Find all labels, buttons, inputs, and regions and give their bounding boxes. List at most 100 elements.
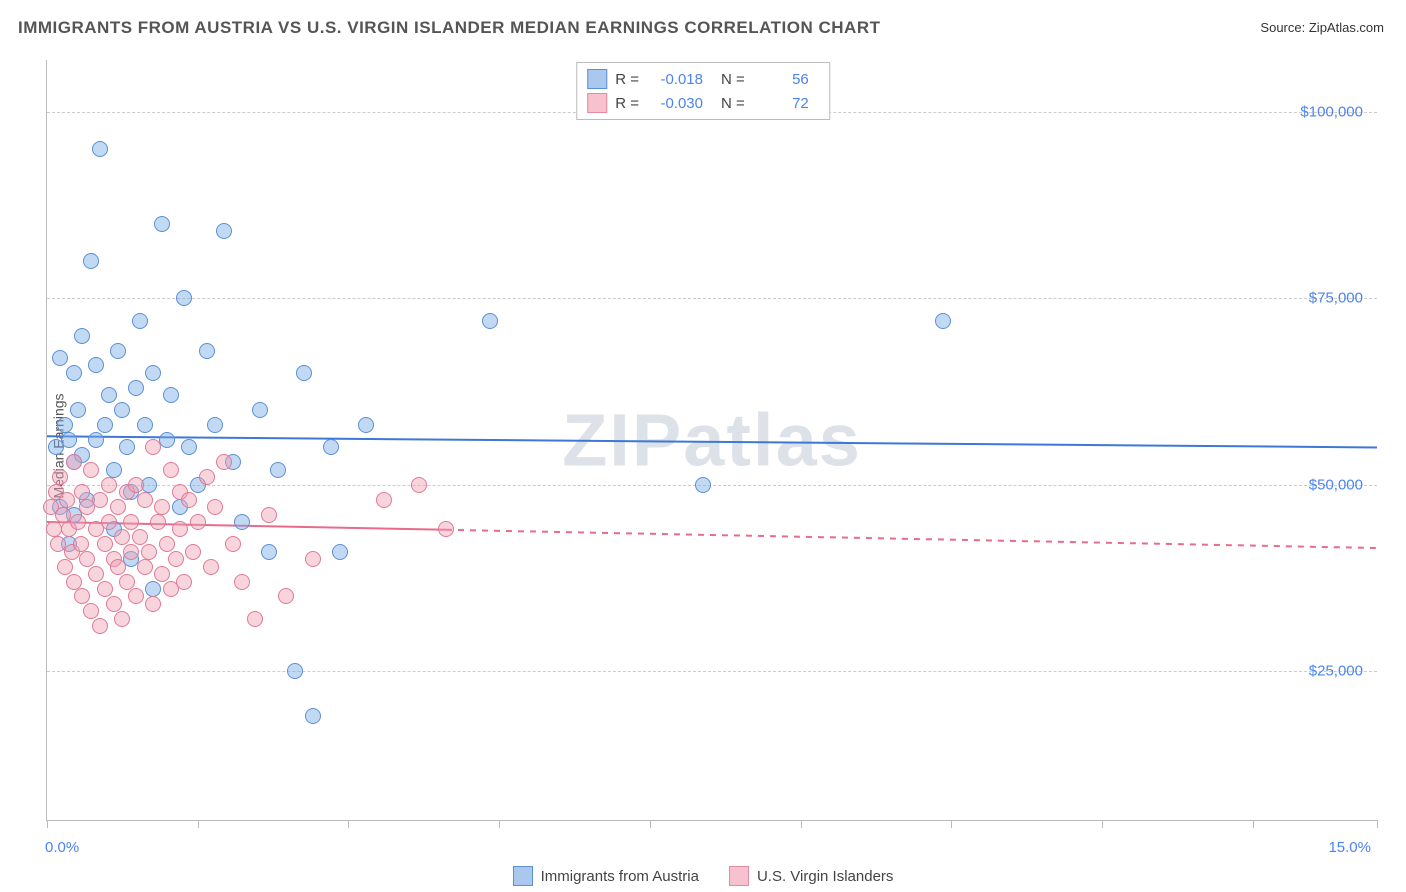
- scatter-point: [132, 313, 148, 329]
- scatter-point: [199, 343, 215, 359]
- legend-item-series-b: U.S. Virgin Islanders: [729, 866, 893, 886]
- scatter-point: [145, 365, 161, 381]
- scatter-point: [88, 357, 104, 373]
- scatter-point: [114, 611, 130, 627]
- scatter-point: [438, 521, 454, 537]
- scatter-point: [376, 492, 392, 508]
- scatter-point: [207, 417, 223, 433]
- scatter-point: [185, 544, 201, 560]
- scatter-point: [123, 514, 139, 530]
- scatter-point: [261, 507, 277, 523]
- plot-area: ZIPatlas $25,000$50,000$75,000$100,0000.…: [46, 60, 1377, 821]
- x-tick: [198, 820, 199, 828]
- scatter-point: [225, 536, 241, 552]
- scatter-point: [114, 402, 130, 418]
- scatter-point: [141, 544, 157, 560]
- scatter-point: [97, 581, 113, 597]
- scatter-point: [97, 536, 113, 552]
- swatch-pink-icon: [587, 93, 607, 113]
- scatter-point: [305, 708, 321, 724]
- x-tick: [951, 820, 952, 828]
- scatter-point: [296, 365, 312, 381]
- y-tick-label: $100,000: [1300, 104, 1363, 121]
- scatter-point: [234, 574, 250, 590]
- scatter-point: [88, 432, 104, 448]
- scatter-point: [73, 536, 89, 552]
- scatter-point: [57, 559, 73, 575]
- scatter-point: [97, 417, 113, 433]
- scatter-point: [287, 663, 303, 679]
- scatter-point: [119, 574, 135, 590]
- scatter-point: [323, 439, 339, 455]
- legend-row-series-a: R = -0.018 N = 56: [587, 67, 819, 91]
- scatter-point: [252, 402, 268, 418]
- scatter-point: [176, 574, 192, 590]
- scatter-point: [83, 253, 99, 269]
- swatch-pink-icon: [729, 866, 749, 886]
- x-tick: [1253, 820, 1254, 828]
- scatter-point: [46, 521, 62, 537]
- scatter-point: [137, 417, 153, 433]
- source-attribution: Source: ZipAtlas.com: [1260, 20, 1384, 35]
- scatter-point: [92, 618, 108, 634]
- correlation-legend: R = -0.018 N = 56 R = -0.030 N = 72: [576, 62, 830, 120]
- trend-lines: [47, 60, 1377, 820]
- x-tick-label: 15.0%: [1328, 839, 1371, 856]
- scatter-point: [137, 492, 153, 508]
- scatter-point: [145, 596, 161, 612]
- y-tick-label: $25,000: [1309, 662, 1363, 679]
- scatter-point: [66, 365, 82, 381]
- swatch-blue-icon: [513, 866, 533, 886]
- scatter-point: [74, 328, 90, 344]
- legend-row-series-b: R = -0.030 N = 72: [587, 91, 819, 115]
- scatter-point: [332, 544, 348, 560]
- x-tick-label: 0.0%: [45, 839, 79, 856]
- scatter-point: [216, 454, 232, 470]
- scatter-point: [110, 559, 126, 575]
- scatter-point: [74, 588, 90, 604]
- scatter-point: [66, 574, 82, 590]
- x-tick: [801, 820, 802, 828]
- scatter-point: [145, 581, 161, 597]
- chart-title: IMMIGRANTS FROM AUSTRIA VS U.S. VIRGIN I…: [18, 18, 881, 38]
- scatter-point: [101, 514, 117, 530]
- scatter-point: [88, 566, 104, 582]
- scatter-point: [123, 544, 139, 560]
- scatter-point: [70, 402, 86, 418]
- scatter-point: [247, 611, 263, 627]
- scatter-point: [83, 462, 99, 478]
- scatter-point: [110, 343, 126, 359]
- scatter-point: [92, 492, 108, 508]
- scatter-point: [92, 141, 108, 157]
- scatter-point: [61, 432, 77, 448]
- x-tick: [1377, 820, 1378, 828]
- x-tick: [650, 820, 651, 828]
- scatter-point: [234, 514, 250, 530]
- scatter-point: [261, 544, 277, 560]
- scatter-point: [305, 551, 321, 567]
- scatter-point: [57, 417, 73, 433]
- scatter-point: [52, 469, 68, 485]
- scatter-point: [199, 469, 215, 485]
- scatter-point: [110, 499, 126, 515]
- scatter-point: [168, 551, 184, 567]
- legend-item-series-a: Immigrants from Austria: [513, 866, 699, 886]
- scatter-point: [190, 514, 206, 530]
- scatter-point: [106, 596, 122, 612]
- scatter-point: [101, 387, 117, 403]
- scatter-point: [216, 223, 232, 239]
- scatter-point: [159, 536, 175, 552]
- scatter-point: [74, 484, 90, 500]
- scatter-point: [411, 477, 427, 493]
- scatter-point: [163, 462, 179, 478]
- scatter-point: [203, 559, 219, 575]
- scatter-point: [150, 514, 166, 530]
- scatter-point: [52, 350, 68, 366]
- gridline: [47, 671, 1377, 672]
- gridline: [47, 485, 1377, 486]
- scatter-point: [128, 380, 144, 396]
- scatter-point: [145, 439, 161, 455]
- scatter-point: [137, 559, 153, 575]
- scatter-point: [66, 454, 82, 470]
- scatter-point: [79, 551, 95, 567]
